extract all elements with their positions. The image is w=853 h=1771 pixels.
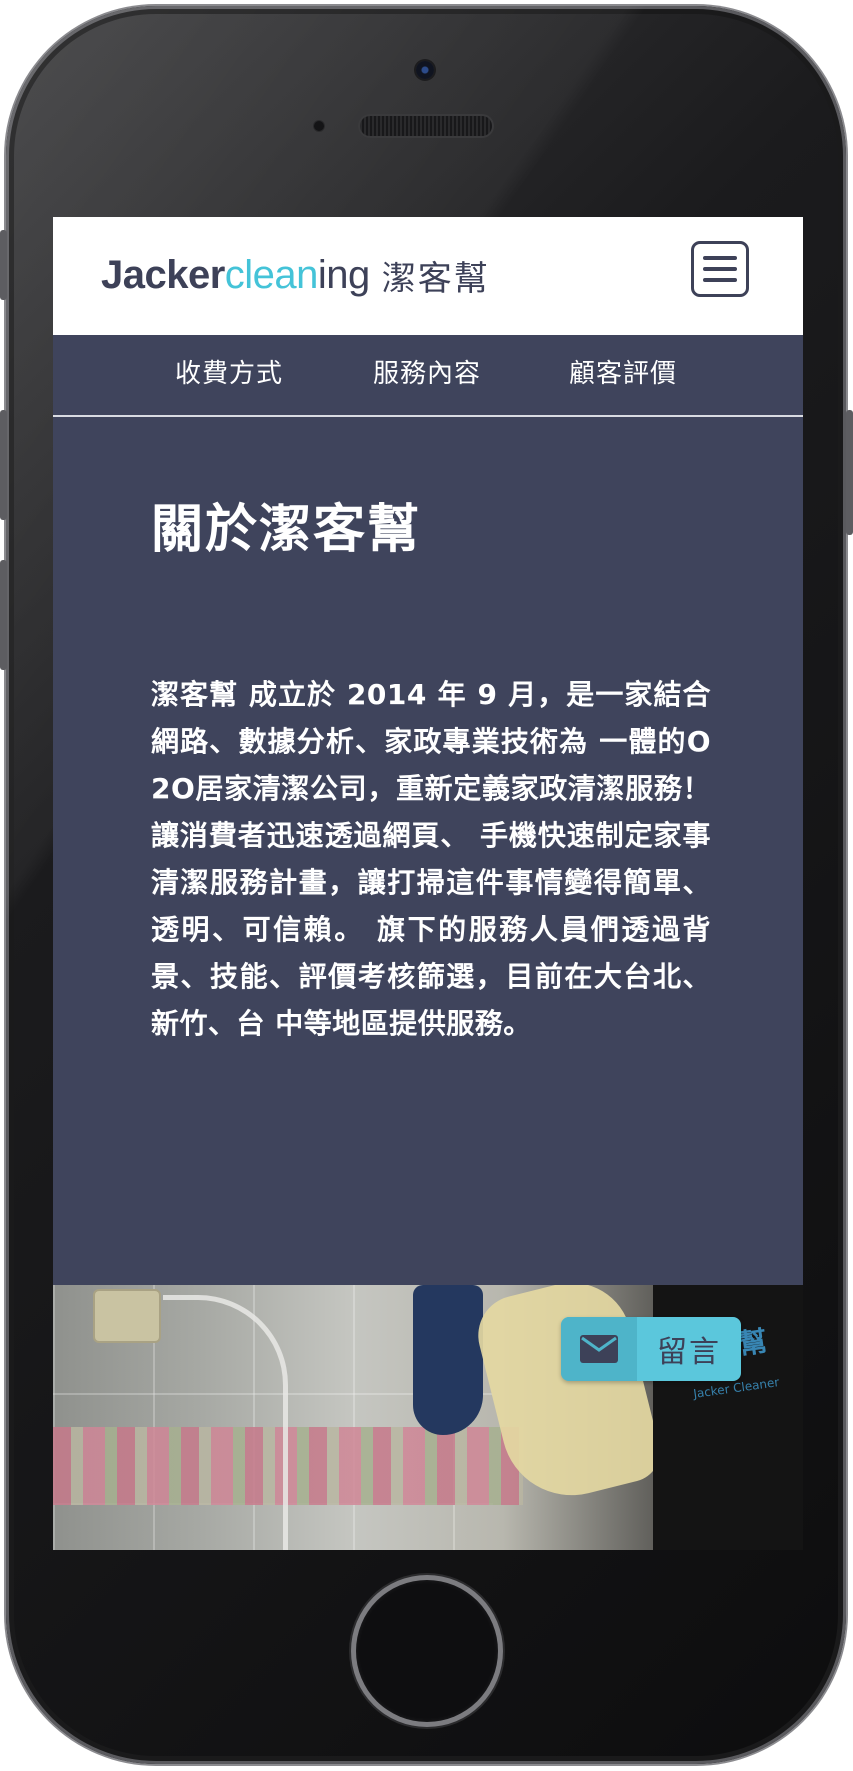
site-header: Jacker clean ing 潔客幫: [53, 217, 803, 335]
menu-bar: [703, 278, 737, 282]
menu-bar: [703, 256, 737, 260]
photo-outlet: [95, 1291, 159, 1341]
about-section: 關於潔客幫 潔客幫 成立於 2014 年 9 月，是一家結合網路、數據分析、家政…: [53, 417, 803, 1285]
logo-text-ing: ing: [317, 252, 370, 297]
menu-bar: [703, 267, 737, 271]
earpiece-speaker: [360, 116, 492, 136]
site-logo[interactable]: Jacker clean ing 潔客幫: [101, 245, 490, 305]
proximity-sensor: [314, 121, 324, 131]
envelope-icon: [561, 1317, 637, 1381]
mute-switch: [0, 230, 7, 300]
photo-tile-border: [53, 1427, 523, 1505]
message-button[interactable]: 留言: [561, 1317, 741, 1381]
power-button: [846, 410, 853, 535]
logo-text-clean: clean: [224, 252, 319, 297]
message-button-label: 留言: [657, 1335, 721, 1370]
about-title: 關於潔客幫: [151, 500, 422, 560]
main-nav: 收費方式 服務內容 顧客評價: [53, 335, 803, 417]
volume-up-button: [0, 410, 7, 520]
hamburger-menu-icon[interactable]: [691, 241, 749, 297]
logo-text-jacker: Jacker: [101, 252, 225, 297]
nav-item-pricing[interactable]: 收費方式: [175, 359, 284, 389]
front-camera-icon: [416, 61, 434, 79]
phone-screen: Jacker clean ing 潔客幫 收費方式 服務內容 顧客評價 關於潔客幫 潔…: [53, 217, 803, 1550]
volume-down-button: [0, 560, 7, 670]
photo-cloth: [413, 1285, 483, 1435]
nav-item-services[interactable]: 服務內容: [373, 359, 482, 389]
home-button[interactable]: [356, 1580, 498, 1722]
nav-item-reviews[interactable]: 顧客評價: [569, 359, 678, 389]
photo-cable: [163, 1295, 288, 1550]
about-body-text: 潔客幫 成立於 2014 年 9 月，是一家結合網路、數據分析、家政專業技術為 …: [151, 678, 711, 1040]
logo-text-chinese: 潔客幫: [381, 259, 490, 298]
